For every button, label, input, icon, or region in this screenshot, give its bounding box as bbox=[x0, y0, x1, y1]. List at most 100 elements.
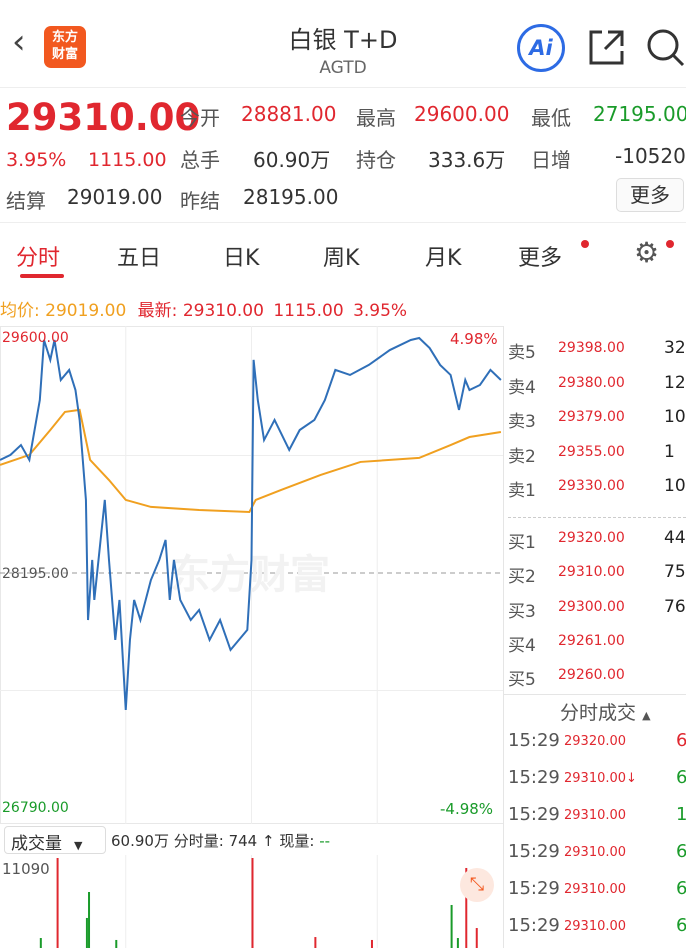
intraday-chart[interactable]: 东方财富 bbox=[0, 326, 504, 824]
tab-five-day[interactable]: 五日 bbox=[117, 246, 162, 271]
up-arrow-icon: ↑ bbox=[262, 832, 275, 850]
trade-row: 15:29 29310.00 1 bbox=[508, 798, 686, 835]
settings-icon[interactable]: ⚙ bbox=[634, 236, 660, 269]
ai-button[interactable]: Ai bbox=[517, 24, 565, 72]
search-icon[interactable] bbox=[646, 28, 686, 68]
volume-bar bbox=[39, 938, 42, 948]
top-bar: ‹ 东方 财富 白银 T+D AGTD Ai bbox=[0, 0, 686, 88]
oi-label: 持仓 bbox=[356, 148, 396, 172]
bids-level: 买3 bbox=[508, 601, 536, 622]
latest-pct: 3.95% bbox=[353, 301, 408, 321]
volume-total: 60.90万 bbox=[111, 832, 169, 850]
trade-volume: 6 bbox=[676, 730, 686, 751]
minute-volume-label: 分时量: bbox=[173, 832, 224, 850]
asks-price: 29330.00 bbox=[558, 478, 625, 494]
change-pct: 3.95% bbox=[6, 149, 67, 171]
tab-intraday[interactable]: 分时 bbox=[16, 246, 61, 271]
asks-row: 卖2 29355.00 1 bbox=[508, 436, 686, 470]
volume-info: 60.90万 分时量: 744 ↑ 现量: -- bbox=[111, 830, 330, 851]
volume-bar bbox=[251, 858, 254, 948]
trade-row: 15:29 29310.00 62 bbox=[508, 909, 686, 946]
asks-level: 卖3 bbox=[508, 412, 536, 432]
bids-volume: 44 bbox=[664, 528, 686, 548]
trades-divider bbox=[504, 694, 686, 695]
trade-row: 15:29 29310.00↓ 62 bbox=[508, 761, 686, 798]
high-value: 29600.00 bbox=[414, 102, 510, 126]
tab-more[interactable]: 更多 bbox=[518, 246, 563, 271]
volume-bar bbox=[314, 937, 317, 948]
trades-title-label: 分时成交 bbox=[560, 702, 637, 724]
avg-label: 均价: bbox=[0, 301, 40, 321]
bids-price: 29260.00 bbox=[558, 667, 625, 684]
bids-price: 29310.00 bbox=[558, 564, 625, 581]
trade-volume: 1 bbox=[676, 804, 686, 825]
notification-dot bbox=[666, 240, 674, 248]
trade-row: 15:29 29320.00 6 bbox=[508, 724, 686, 761]
oi-value: 333.6万 bbox=[428, 148, 506, 172]
asks-price: 29379.00 bbox=[558, 409, 625, 425]
bids-level: 买5 bbox=[508, 670, 536, 691]
low-label: 最低 bbox=[531, 106, 571, 130]
page-title: 白银 T+D bbox=[288, 26, 398, 54]
high-label: 最高 bbox=[356, 106, 396, 130]
y-mid-label: 28195.00 bbox=[2, 566, 69, 582]
orderbook-divider bbox=[508, 517, 686, 518]
volume-bar bbox=[456, 938, 459, 948]
bids-row: 买2 29310.00 75 bbox=[508, 556, 686, 590]
bids-level: 买1 bbox=[508, 533, 536, 553]
volume-selector[interactable]: 成交量 ▼ bbox=[4, 826, 106, 854]
trade-time: 15:29 bbox=[508, 767, 560, 788]
trade-price: 29310.00 bbox=[564, 882, 627, 897]
daily-inc-label: 日增 bbox=[531, 148, 571, 172]
trade-volume: 62 bbox=[676, 878, 686, 899]
settle-value: 29019.00 bbox=[67, 185, 163, 209]
volume-bar bbox=[465, 867, 468, 948]
trade-price: 29310.00↓ bbox=[564, 771, 637, 786]
tab-weekly-k[interactable]: 周K bbox=[323, 246, 360, 271]
avg-value: 29019.00 bbox=[45, 301, 127, 321]
asks-price: 29398.00 bbox=[558, 340, 625, 356]
asks-volume: 10 bbox=[664, 407, 686, 427]
bids-price: 29320.00 bbox=[558, 530, 625, 546]
trade-time: 15:29 bbox=[508, 878, 560, 899]
info-line: 均价: 29019.00 最新: 29310.00 1115.00 3.95% bbox=[0, 296, 407, 321]
expand-button[interactable]: ⤡ bbox=[460, 868, 494, 902]
latest-label: 最新: bbox=[137, 301, 178, 321]
divider bbox=[0, 222, 686, 223]
bids-volume: 76 bbox=[664, 596, 686, 617]
notification-dot bbox=[581, 240, 589, 248]
asks-volume: 10 bbox=[664, 476, 686, 496]
tab-daily-k[interactable]: 日K bbox=[223, 246, 260, 271]
share-icon[interactable] bbox=[588, 28, 624, 66]
prev-settle-value: 28195.00 bbox=[243, 185, 339, 209]
volume-selector-label: 成交量 bbox=[11, 834, 62, 854]
avg-price-line bbox=[0, 408, 502, 513]
bids-price: 29261.00 bbox=[558, 632, 625, 649]
trade-price: 29310.00 bbox=[564, 919, 627, 934]
asks-row: 卖4 29380.00 12 bbox=[508, 367, 686, 401]
trade-time: 15:29 bbox=[508, 730, 560, 751]
trade-volume: 62 bbox=[676, 841, 686, 862]
asks-level: 卖2 bbox=[508, 446, 536, 467]
bids-row: 买5 29260.00 bbox=[508, 659, 686, 693]
trade-time: 15:29 bbox=[508, 804, 560, 825]
asks-volume: 12 bbox=[664, 372, 686, 393]
volume-bar bbox=[370, 939, 373, 948]
minute-volume: 744 bbox=[228, 832, 258, 850]
page-subtitle: AGTD bbox=[319, 58, 367, 78]
bids-volume: 75 bbox=[664, 562, 686, 583]
trade-volume: 62 bbox=[676, 767, 686, 788]
trades-title[interactable]: 分时成交 ▲ bbox=[560, 698, 651, 725]
y-top-label: 29600.00 bbox=[2, 330, 69, 346]
trade-price: 29310.00 bbox=[564, 845, 627, 860]
tab-monthly-k[interactable]: 月K bbox=[425, 246, 462, 271]
back-icon[interactable]: ‹ bbox=[12, 22, 26, 62]
more-quote-button[interactable]: 更多 bbox=[616, 178, 684, 212]
volume-label: 总手 bbox=[180, 148, 220, 172]
open-label: 今开 bbox=[180, 106, 220, 130]
bids-row: 买1 29320.00 44 bbox=[508, 522, 686, 556]
trade-time: 15:29 bbox=[508, 841, 560, 862]
active-tab-indicator bbox=[20, 274, 64, 278]
asks-volume: 1 bbox=[664, 441, 675, 462]
last-price: 29310.00 bbox=[6, 96, 201, 139]
